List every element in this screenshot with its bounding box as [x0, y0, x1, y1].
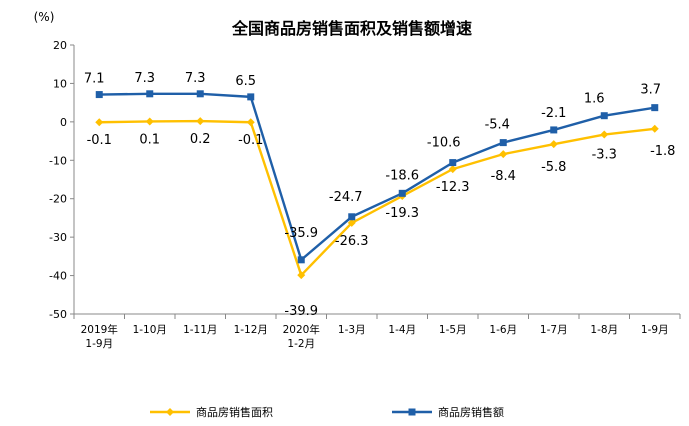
x-tick-label: 1-9月 [85, 338, 113, 350]
data-label-area-5: -26.3 [335, 234, 369, 249]
data-point-1-1 [146, 90, 154, 98]
data-point-1-11 [651, 104, 659, 112]
x-tick-label: 1-8月 [590, 324, 618, 336]
series-line-1 [99, 92, 655, 262]
data-point-1-8 [499, 139, 507, 147]
data-point-1-10 [600, 112, 608, 120]
data-label-amount-7: -10.6 [427, 136, 461, 151]
data-label-amount-11: 3.7 [640, 83, 661, 98]
series-lines [99, 92, 655, 277]
data-point-0-0 [95, 118, 104, 127]
data-label-area-10: -3.3 [592, 148, 617, 163]
data-point-1-7 [449, 159, 457, 167]
data-label-amount-5: -24.7 [329, 190, 363, 205]
x-tick-label: 1-7月 [540, 324, 568, 336]
y-tick-label: 20 [53, 39, 67, 52]
legend: 商品房销售面积 商品房销售额 [150, 405, 504, 419]
data-label-area-7: -12.3 [436, 180, 470, 195]
x-tick-label: 1-3月 [338, 324, 366, 336]
x-tick-label: 1-5月 [439, 324, 467, 336]
data-point-0-10 [600, 130, 609, 139]
data-point-0-7 [448, 165, 457, 174]
y-tick-label: -20 [49, 193, 67, 206]
x-tick-label: 2020年 [283, 323, 320, 336]
data-point-1-9 [550, 126, 558, 134]
y-tick-label: -50 [49, 308, 67, 321]
data-point-0-1 [145, 117, 154, 126]
data-label-amount-10: 1.6 [584, 92, 605, 107]
data-point-1-0 [95, 91, 103, 99]
data-label-amount-6: -18.6 [385, 168, 419, 183]
axes: 20 10 0 -10 -20 -30 -40 -50 2019年 1-9月 1-10月 1-11月 1… [49, 39, 681, 350]
data-point-0-3 [246, 118, 255, 127]
y-tick-label: 10 [53, 77, 67, 90]
data-label-area-8: -8.4 [491, 169, 516, 184]
series-markers [95, 90, 659, 280]
x-tick-label: 1-12月 [234, 324, 268, 336]
x-tick-label: 1-4月 [388, 324, 416, 336]
data-label-area-3: -0.1 [238, 133, 263, 148]
data-point-1-4 [297, 256, 305, 264]
y-tick-label: -40 [49, 270, 67, 283]
data-point-0-9 [549, 140, 558, 149]
data-point-0-2 [196, 117, 205, 126]
data-point-1-5 [348, 213, 356, 221]
x-tick-label: 1-6月 [489, 324, 517, 336]
legend-marker-1 [408, 408, 416, 416]
chart-title: 全国商品房销售面积及销售额增速 [231, 19, 472, 38]
data-label-amount-2: 7.3 [185, 71, 206, 86]
data-label-amount-9: -2.1 [541, 106, 566, 121]
x-tick-label: 1-2月 [287, 338, 315, 350]
x-tick-label: 1-10月 [133, 324, 167, 336]
data-label-amount-0: 7.1 [84, 72, 105, 87]
data-labels: -0.1 0.1 0.2 -0.1 -39.9 -26.3 -19.3 -12.3 -8.4 -5… [84, 71, 676, 319]
data-label-area-0: -0.1 [87, 133, 112, 148]
data-point-1-6 [398, 189, 406, 197]
data-point-0-11 [650, 124, 659, 133]
legend-label-0: 商品房销售面积 [196, 405, 273, 419]
y-tick-label: -10 [49, 154, 67, 167]
data-label-area-11: -1.8 [650, 144, 675, 159]
data-point-1-3 [247, 93, 255, 101]
data-point-0-5 [347, 218, 356, 227]
data-point-0-8 [499, 150, 508, 159]
data-label-amount-1: 7.3 [134, 71, 155, 86]
data-label-area-6: -19.3 [385, 206, 419, 221]
legend-label-1: 商品房销售额 [438, 405, 504, 419]
data-point-1-2 [196, 90, 204, 98]
x-tick-label: 2019年 [81, 323, 118, 336]
data-label-area-2: 0.2 [190, 132, 211, 147]
y-tick-label: 0 [60, 116, 67, 129]
data-label-amount-3: 6.5 [235, 74, 256, 89]
data-label-amount-8: -5.4 [485, 118, 510, 133]
x-tick-label: 1-9月 [641, 324, 669, 336]
data-label-area-4: -39.9 [284, 304, 318, 319]
y-tick-label: -30 [49, 231, 67, 244]
series-line-0 [99, 119, 655, 277]
data-point-0-4 [297, 271, 306, 280]
legend-marker-0 [166, 408, 174, 416]
data-label-area-9: -5.8 [541, 160, 566, 175]
y-axis-unit: (%) [34, 10, 55, 24]
data-label-area-1: 0.1 [139, 132, 160, 147]
x-tick-label: 1-11月 [183, 324, 217, 336]
data-label-amount-4: -35.9 [284, 226, 318, 241]
